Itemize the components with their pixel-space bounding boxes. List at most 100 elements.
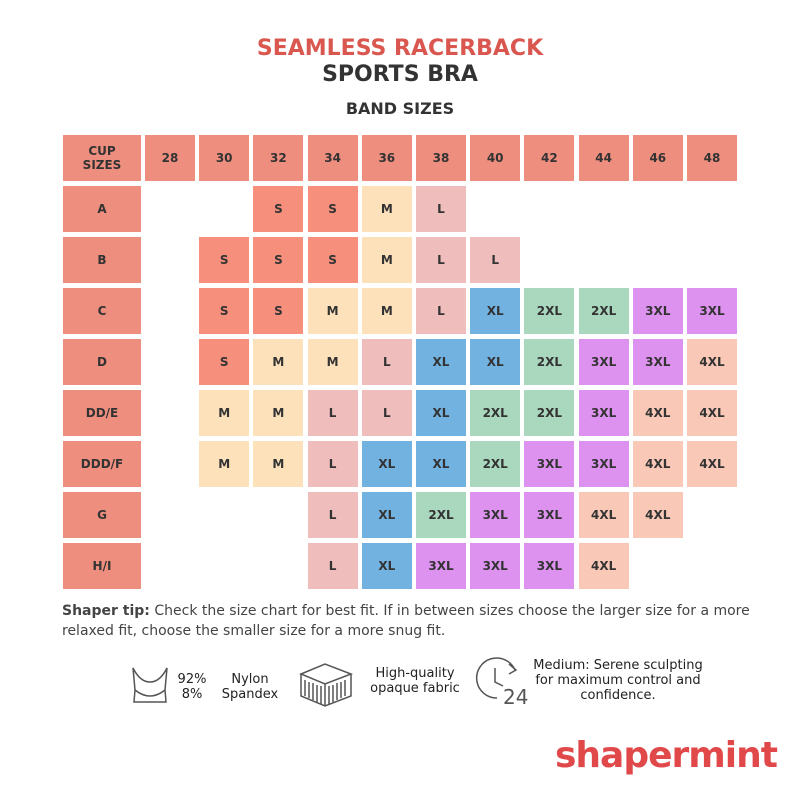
corner-text: SIZES [82, 158, 122, 172]
size-cell: 2XL [416, 492, 466, 538]
band-header: 42 [524, 135, 575, 181]
text-line: opaque fabric [370, 681, 460, 696]
cup-header: G [63, 492, 141, 538]
size-cell: 4XL [632, 441, 683, 487]
text-line: Medium: Serene sculpting [533, 658, 703, 673]
size-cell: S [199, 237, 250, 283]
brand-logo: shapermint [555, 735, 778, 776]
size-cell: M [307, 339, 358, 385]
compression: Medium: Serene sculpting for maximum cont… [528, 658, 708, 703]
size-cell: 2XL [470, 441, 521, 487]
text-line: 92% [177, 672, 207, 687]
size-cell: M [199, 441, 250, 487]
size-cell: 3XL [416, 543, 466, 589]
size-cell: XL [470, 288, 521, 334]
tip-label: Shaper tip: [62, 603, 150, 619]
text-line: confidence. [580, 688, 656, 703]
size-cell: XL [416, 441, 466, 487]
size-cell: 3XL [578, 339, 629, 385]
band-header: 46 [632, 135, 683, 181]
text-line: Spandex [221, 687, 279, 702]
size-cell: M [199, 390, 250, 436]
size-cell: 3XL [524, 543, 575, 589]
size-cell: S [307, 237, 358, 283]
band-header: 48 [687, 135, 737, 181]
size-cell: S [199, 288, 250, 334]
size-cell: 3XL [578, 441, 629, 487]
tip: Shaper tip: Check the size chart for bes… [62, 601, 752, 641]
cup-header: DD/E [63, 390, 141, 436]
size-cell: 4XL [687, 390, 737, 436]
size-cell: XL [416, 339, 466, 385]
size-cell: S [253, 237, 304, 283]
percent: 92% 8% [172, 672, 212, 702]
size-cell: 3XL [632, 288, 683, 334]
size-cell: 3XL [578, 390, 629, 436]
band-header: 38 [416, 135, 466, 181]
cup-header: B [63, 237, 141, 283]
size-cell: 3XL [470, 492, 521, 538]
icon-number: 24 [503, 685, 528, 708]
size-cell: S [307, 186, 358, 232]
size-cell: L [307, 441, 358, 487]
size-cell: M [361, 237, 412, 283]
size-cell: L [307, 543, 358, 589]
band-header: 30 [199, 135, 250, 181]
cup-header: A [63, 186, 141, 232]
band-header: 40 [470, 135, 521, 181]
size-cell: 4XL [578, 492, 629, 538]
text-line: Nylon [231, 672, 269, 687]
size-cell: 3XL [687, 288, 737, 334]
size-cell: M [253, 390, 304, 436]
text-line: 8% [181, 687, 203, 702]
size-cell: M [253, 441, 304, 487]
size-cell: M [361, 186, 412, 232]
bra-icon [132, 667, 168, 703]
size-cell: 3XL [524, 441, 575, 487]
size-cell: XL [361, 441, 412, 487]
size-cell: L [416, 186, 466, 232]
fabric: High-quality opaque fabric [360, 666, 470, 696]
size-cell: M [361, 288, 412, 334]
size-cell: L [307, 390, 358, 436]
size-cell: XL [361, 492, 412, 538]
compression-icon: 24 [475, 657, 528, 708]
band-header: 34 [307, 135, 358, 181]
text-line: High-quality [375, 666, 455, 681]
size-cell: M [253, 339, 304, 385]
size-cell: M [307, 288, 358, 334]
fabric-icon [299, 663, 354, 707]
cup-header: D [63, 339, 141, 385]
title-line2: SPORTS BRA [322, 62, 478, 87]
size-cell: XL [416, 390, 466, 436]
size-cell: 4XL [687, 441, 737, 487]
size-cell: 3XL [632, 339, 683, 385]
cup-header: H/I [63, 543, 141, 589]
band-header: 32 [253, 135, 304, 181]
cup-header: C [63, 288, 141, 334]
size-cell: L [361, 390, 412, 436]
size-cell: 2XL [470, 390, 521, 436]
band-header: 44 [578, 135, 629, 181]
title-line1: SEAMLESS RACERBACK [256, 36, 544, 61]
size-cell: S [253, 288, 304, 334]
size-cell: L [307, 492, 358, 538]
cup-header: DDD/F [63, 441, 141, 487]
size-cell: XL [361, 543, 412, 589]
size-cell: 2XL [524, 339, 575, 385]
size-cell: 4XL [632, 390, 683, 436]
size-cell: 4XL [578, 543, 629, 589]
band-header: 28 [145, 135, 195, 181]
size-cell: 2XL [524, 390, 575, 436]
size-cell: 2XL [524, 288, 575, 334]
size-cell: 4XL [632, 492, 683, 538]
tip-text: Check the size chart for best fit. If in… [62, 603, 750, 639]
subtitle: BAND SIZES [345, 99, 455, 118]
size-cell: L [416, 288, 466, 334]
size-cell: 3XL [470, 543, 521, 589]
size-cell: 3XL [524, 492, 575, 538]
band-header: 36 [361, 135, 412, 181]
size-cell: XL [470, 339, 521, 385]
fibers: Nylon Spandex [220, 672, 280, 702]
